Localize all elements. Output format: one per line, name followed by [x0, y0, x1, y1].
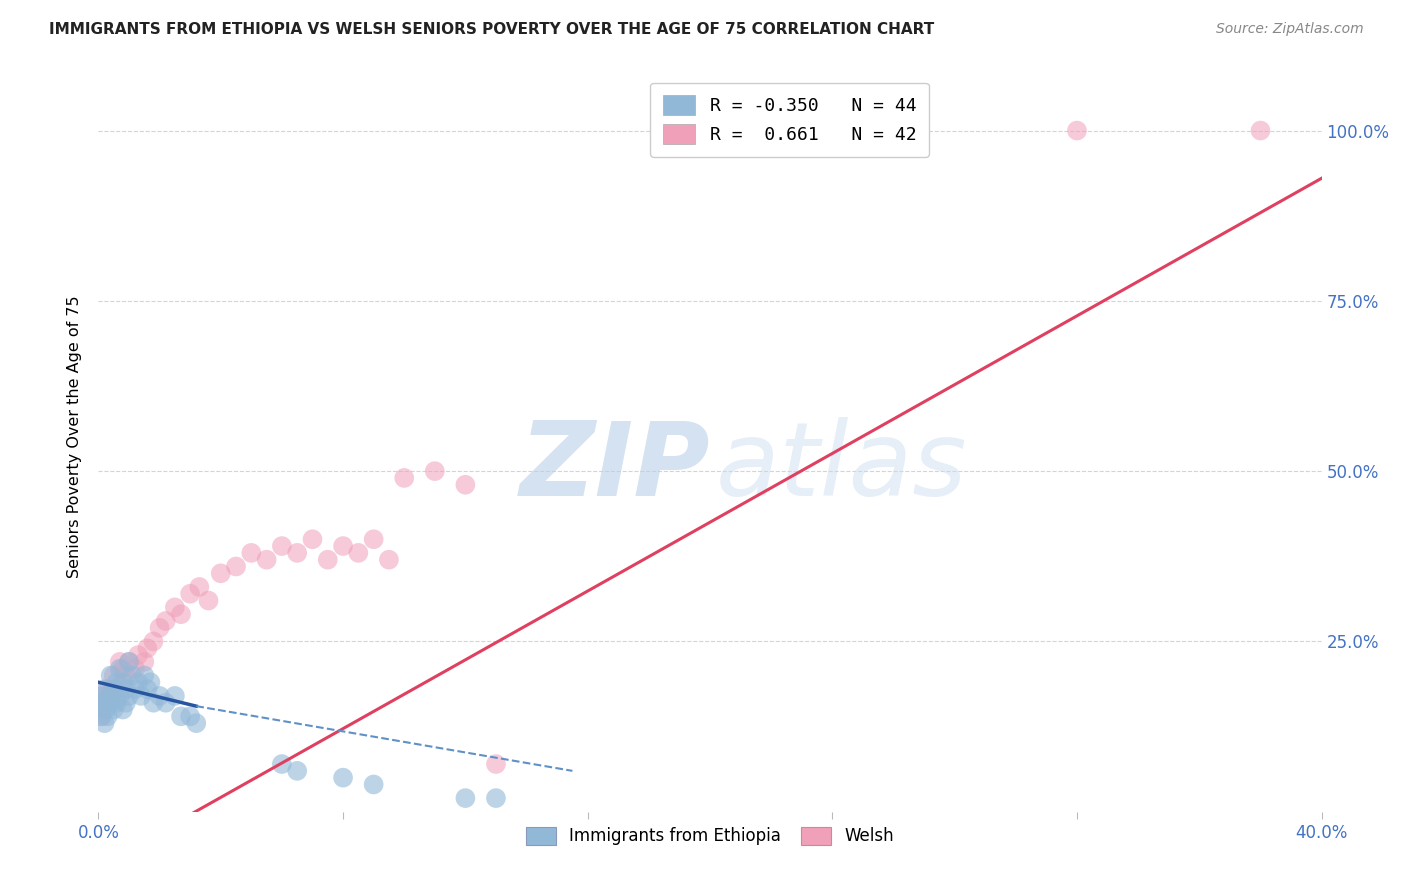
Point [392, 471, 416, 485]
Point [378, 552, 401, 566]
Point [347, 546, 370, 560]
Y-axis label: Seniors Poverty Over the Age of 75: Seniors Poverty Over the Age of 75 [67, 296, 83, 578]
Point [155, 614, 177, 628]
Point [100, 689, 122, 703]
Point [134, 655, 156, 669]
Point [270, 539, 292, 553]
Point [270, 757, 292, 772]
Point [97, 709, 120, 723]
Point [124, 682, 146, 697]
Point [136, 682, 159, 697]
Point [285, 764, 308, 778]
Point [142, 696, 165, 710]
Point [149, 621, 172, 635]
Point [97, 696, 120, 710]
Point [142, 634, 165, 648]
Point [127, 675, 149, 690]
Point [89, 699, 111, 714]
Point [100, 696, 122, 710]
Point [316, 552, 339, 566]
Text: IMMIGRANTS FROM ETHIOPIA VS WELSH SENIORS POVERTY OVER THE AGE OF 75 CORRELATION: IMMIGRANTS FROM ETHIOPIA VS WELSH SENIOR… [49, 22, 935, 37]
Point [90, 709, 112, 723]
Point [209, 566, 232, 581]
Point [179, 709, 201, 723]
Point [118, 655, 141, 669]
Point [139, 675, 162, 690]
Point [90, 709, 112, 723]
Point [108, 689, 131, 703]
Text: Source: ZipAtlas.com: Source: ZipAtlas.com [1216, 22, 1364, 37]
Point [170, 709, 193, 723]
Point [97, 682, 120, 697]
Point [240, 546, 263, 560]
Point [93, 682, 115, 697]
Text: ZIP: ZIP [519, 417, 710, 517]
Point [111, 675, 134, 690]
Point [163, 689, 186, 703]
Point [100, 668, 122, 682]
Point [89, 696, 111, 710]
Point [485, 757, 508, 772]
Point [186, 716, 208, 731]
Point [197, 593, 219, 607]
Point [285, 546, 308, 560]
Point [129, 689, 152, 703]
Point [363, 533, 385, 547]
Point [256, 552, 278, 566]
Point [454, 477, 477, 491]
Point [155, 696, 177, 710]
Point [170, 607, 193, 622]
Point [121, 668, 143, 682]
Point [332, 771, 354, 785]
Point [103, 668, 125, 682]
Point [454, 791, 477, 805]
Point [111, 702, 134, 716]
Point [91, 689, 114, 703]
Point [115, 668, 138, 682]
Text: atlas: atlas [716, 417, 967, 517]
Point [124, 662, 146, 676]
Point [118, 689, 141, 703]
Point [301, 533, 323, 547]
Point [134, 668, 156, 682]
Point [188, 580, 211, 594]
Point [105, 675, 128, 690]
Point [108, 662, 131, 676]
Point [127, 648, 149, 662]
Point [103, 702, 125, 716]
Point [1066, 123, 1088, 137]
Legend: Immigrants from Ethiopia, Welsh: Immigrants from Ethiopia, Welsh [519, 820, 901, 852]
Point [149, 689, 172, 703]
Point [108, 655, 131, 669]
Point [103, 682, 125, 697]
Point [118, 655, 141, 669]
Point [93, 716, 115, 731]
Point [94, 702, 117, 716]
Point [225, 559, 247, 574]
Point [105, 682, 128, 697]
Point [1249, 123, 1271, 137]
Point [115, 696, 138, 710]
Point [485, 791, 508, 805]
Point [90, 696, 112, 710]
Point [93, 702, 115, 716]
Point [91, 689, 114, 703]
Point [332, 539, 354, 553]
Point [111, 662, 134, 676]
Point [115, 682, 138, 697]
Point [105, 696, 128, 710]
Point [179, 587, 201, 601]
Point [423, 464, 446, 478]
Point [163, 600, 186, 615]
Point [363, 777, 385, 791]
Point [98, 689, 121, 703]
Point [136, 641, 159, 656]
